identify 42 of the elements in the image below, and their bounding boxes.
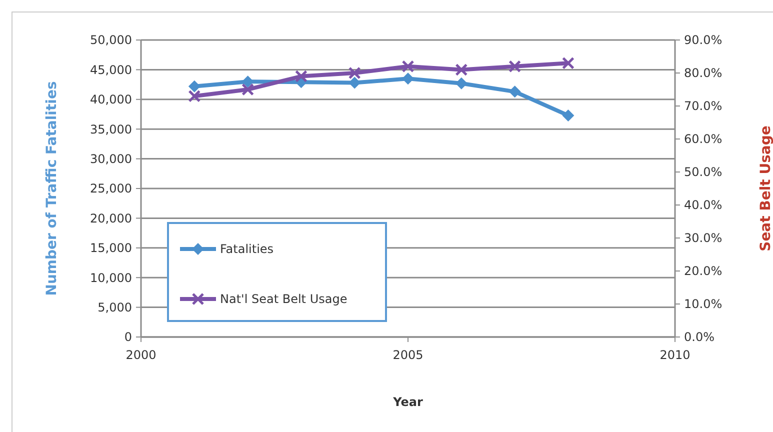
- point: [455, 63, 468, 76]
- point: [242, 83, 254, 96]
- y-tick-label: 50,000: [90, 33, 132, 48]
- y2-tick-label: 10.0%: [684, 297, 722, 312]
- y2-axis-title: Seat Belt Usage: [758, 126, 773, 252]
- y2-tick-label: 60.0%: [684, 132, 722, 146]
- point: [402, 72, 414, 85]
- x-tick-label: 2000: [126, 348, 156, 362]
- y2-tick-label: 50.0%: [684, 165, 722, 180]
- y2-tick-label: 20.0%: [684, 264, 722, 278]
- point: [188, 80, 200, 92]
- point: [562, 109, 574, 122]
- y-tick-label: 40,000: [90, 92, 132, 107]
- point: [348, 76, 361, 89]
- point: [348, 66, 361, 80]
- point: [508, 86, 521, 98]
- point: [562, 56, 574, 70]
- y-axis-title: Number of Traffic Fatalities: [44, 81, 60, 296]
- y2-tick-label: 70.0%: [684, 99, 722, 114]
- point: [188, 90, 201, 102]
- y2-tick-label: 30.0%: [684, 231, 722, 246]
- y-tick-label: 10,000: [90, 270, 132, 285]
- y-tick-label: 15,000: [90, 241, 132, 256]
- y-tick-label: 30,000: [90, 152, 132, 166]
- y2-tick-label: 90.0%: [684, 33, 722, 48]
- point: [508, 60, 522, 73]
- y-tick-label: 20,000: [90, 211, 132, 226]
- point: [294, 70, 308, 83]
- y2-tick-label: 40.0%: [684, 198, 722, 212]
- y2-tick-label: 80.0%: [684, 66, 722, 80]
- x-axis-title: Year: [392, 395, 423, 409]
- y-tick-label: 35,000: [90, 122, 132, 136]
- y2-tick-label: 0.0%: [684, 330, 714, 344]
- legend-label: Nat'l Seat Belt Usage: [220, 292, 348, 306]
- legend-label: Fatalities: [220, 242, 274, 256]
- y-tick-label: 25,000: [90, 182, 132, 196]
- y-tick-label: 5,000: [98, 300, 132, 314]
- x-tick-label: 2010: [660, 348, 690, 362]
- y-tick-label: 0: [124, 330, 132, 344]
- x-tick-label: 2005: [392, 348, 424, 362]
- y-tick-label: 45,000: [90, 62, 132, 77]
- point: [402, 60, 414, 73]
